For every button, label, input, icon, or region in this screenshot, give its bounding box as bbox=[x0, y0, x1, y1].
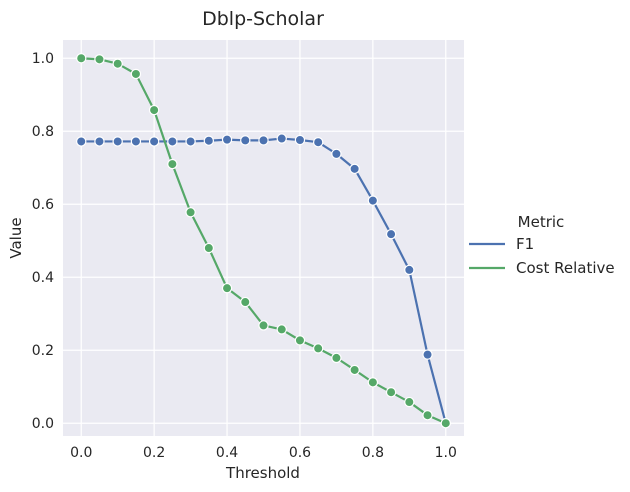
data-point-f1 bbox=[112, 136, 123, 147]
data-point-cost-relative bbox=[422, 409, 433, 421]
legend-label-cost-relative: Cost Relative bbox=[516, 259, 615, 277]
data-point-f1 bbox=[167, 136, 178, 147]
data-point-cost-relative bbox=[331, 352, 342, 364]
data-point-cost-relative bbox=[185, 207, 196, 218]
data-point-cost-relative bbox=[312, 343, 324, 354]
y-tick-labels: 0.0 0.2 0.4 0.6 0.8 1.0 bbox=[32, 51, 54, 432]
data-point-cost-relative bbox=[76, 53, 87, 64]
data-point-f1 bbox=[185, 136, 196, 147]
legend: Metric F1 Cost Relative bbox=[469, 213, 615, 277]
data-point-cost-relative bbox=[148, 104, 160, 116]
data-point-cost-relative bbox=[276, 324, 287, 335]
data-point-f1 bbox=[203, 135, 215, 146]
y-axis-label: Value bbox=[7, 217, 25, 258]
y-tick-label: 0.2 bbox=[32, 343, 54, 359]
x-tick-label: 0.4 bbox=[216, 445, 238, 461]
data-point-cost-relative bbox=[385, 387, 397, 398]
chart-title: Dblp-Scholar bbox=[202, 8, 324, 30]
y-tick-label: 1.0 bbox=[32, 51, 54, 67]
y-tick-label: 0.4 bbox=[32, 270, 54, 286]
x-tick-labels: 0.0 0.2 0.4 0.6 0.8 1.0 bbox=[70, 445, 457, 461]
data-point-f1 bbox=[94, 136, 105, 147]
x-tick-label: 0.0 bbox=[70, 445, 92, 461]
y-tick-label: 0.6 bbox=[32, 197, 54, 213]
plot-background bbox=[63, 40, 464, 436]
data-point-f1 bbox=[130, 136, 142, 147]
data-point-cost-relative bbox=[367, 377, 379, 388]
data-point-f1 bbox=[385, 228, 397, 240]
data-point-cost-relative bbox=[258, 320, 269, 331]
data-point-cost-relative bbox=[349, 364, 360, 376]
data-point-f1 bbox=[422, 349, 433, 360]
data-point-cost-relative bbox=[112, 58, 123, 69]
data-point-cost-relative bbox=[294, 335, 306, 346]
legend-title: Metric bbox=[518, 213, 565, 231]
y-tick-label: 0.0 bbox=[32, 416, 54, 432]
data-point-f1 bbox=[312, 136, 324, 148]
x-tick-label: 0.8 bbox=[362, 445, 384, 461]
data-point-f1 bbox=[76, 136, 87, 147]
data-point-f1 bbox=[221, 134, 233, 145]
data-point-f1 bbox=[404, 264, 415, 276]
x-tick-label: 0.6 bbox=[289, 445, 311, 461]
data-point-f1 bbox=[148, 136, 160, 147]
data-point-f1 bbox=[349, 163, 360, 175]
x-tick-label: 1.0 bbox=[435, 445, 457, 461]
data-point-cost-relative bbox=[221, 282, 233, 294]
data-point-cost-relative bbox=[130, 68, 142, 80]
x-tick-label: 0.2 bbox=[143, 445, 165, 461]
data-point-f1 bbox=[367, 195, 379, 206]
data-point-f1 bbox=[331, 148, 342, 160]
data-point-cost-relative bbox=[440, 418, 451, 429]
x-axis-label: Threshold bbox=[225, 464, 300, 482]
data-point-f1 bbox=[294, 134, 306, 146]
data-point-cost-relative bbox=[94, 54, 105, 65]
data-point-cost-relative bbox=[203, 242, 215, 254]
data-point-cost-relative bbox=[240, 296, 251, 308]
data-point-cost-relative bbox=[167, 158, 178, 170]
data-point-f1 bbox=[258, 135, 269, 146]
legend-label-f1: F1 bbox=[516, 235, 534, 253]
data-point-f1 bbox=[240, 135, 251, 146]
series-layer bbox=[76, 53, 451, 429]
y-tick-label: 0.8 bbox=[32, 124, 54, 140]
data-point-cost-relative bbox=[404, 396, 415, 408]
data-point-f1 bbox=[276, 133, 287, 144]
